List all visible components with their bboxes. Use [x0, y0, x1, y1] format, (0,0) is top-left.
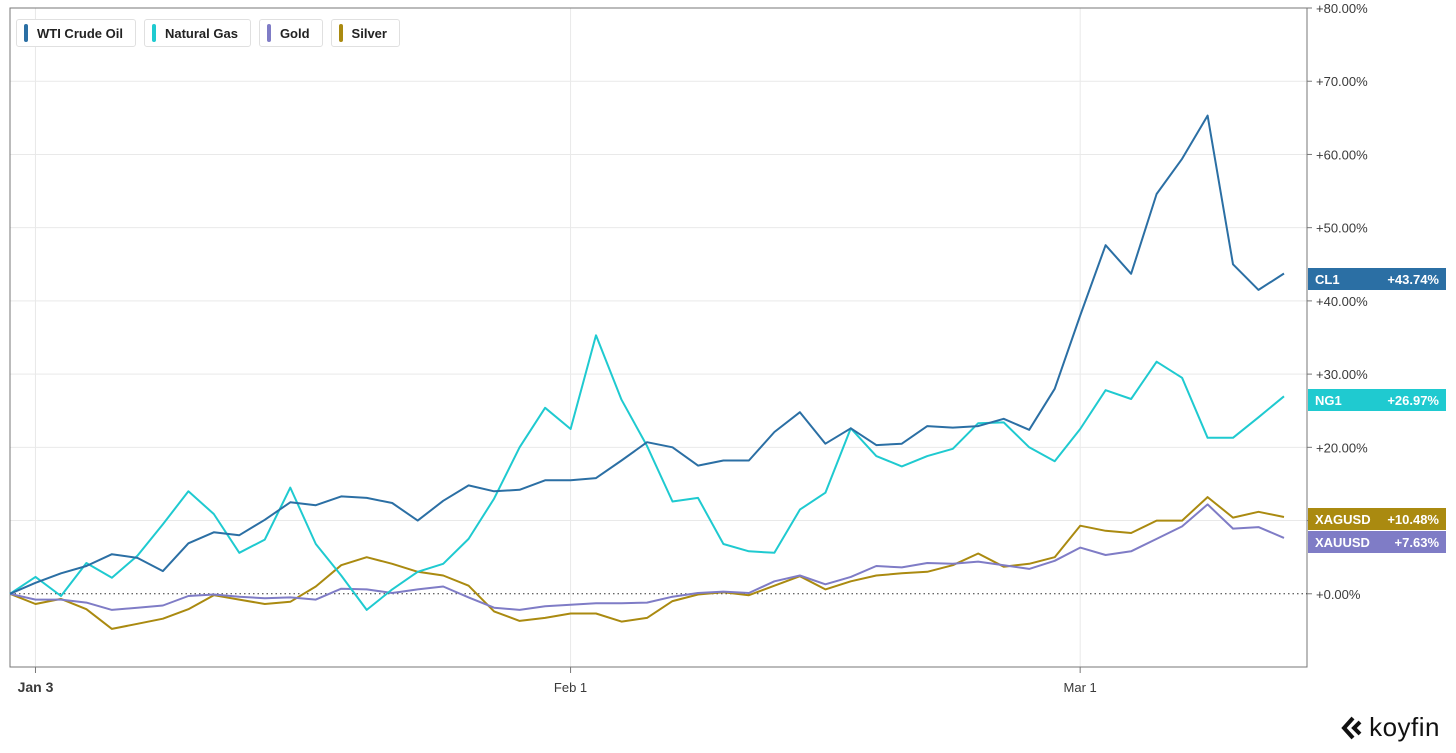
end-badge-cl1: CL1 +43.74% [1308, 268, 1446, 290]
legend: WTI Crude Oil Natural Gas Gold Silver [16, 19, 400, 47]
end-badge-value: +7.63% [1395, 535, 1440, 550]
end-badge-ticker: XAUUSD [1315, 535, 1370, 550]
y-tick-label: +20.00% [1316, 440, 1368, 455]
end-badge-bg [1308, 508, 1446, 530]
y-tick-label: +80.00% [1316, 1, 1368, 16]
legend-swatch [24, 24, 28, 42]
end-badge-ticker: NG1 [1315, 393, 1342, 408]
legend-item-silver[interactable]: Silver [330, 19, 400, 47]
y-tick-label: +50.00% [1316, 221, 1368, 236]
x-axis: Jan 3 Feb 1 Mar 1 [18, 667, 1097, 695]
legend-label: Gold [279, 25, 310, 41]
end-badge-ng1: NG1 +26.97% [1308, 389, 1446, 411]
legend-swatch [338, 24, 343, 42]
end-badge-value: +43.74% [1387, 272, 1439, 287]
y-tick-label: +60.00% [1316, 147, 1368, 162]
end-labels: CL1 +43.74% NG1 +26.97% XAUUSD +7.63% XAGUSD +1… [1308, 268, 1446, 553]
y-tick-label: +30.00% [1316, 367, 1368, 382]
series-group [9, 114, 1285, 630]
grid [10, 7, 1307, 667]
end-badge-value: +10.48% [1387, 512, 1439, 527]
end-badge-value: +26.97% [1387, 393, 1439, 408]
legend-item-natural-gas[interactable]: Natural Gas [143, 19, 251, 47]
x-tick-label: Feb 1 [554, 680, 587, 695]
legend-label: Natural Gas [164, 25, 238, 41]
brand-name: koyfin [1369, 712, 1440, 742]
koyfin-logo-icon [1341, 716, 1362, 739]
series-line-silver [9, 496, 1285, 630]
legend-swatch [266, 24, 271, 42]
legend-item-gold[interactable]: Gold [258, 19, 323, 47]
end-badge-ticker: CL1 [1315, 272, 1340, 287]
y-tick-label: +70.00% [1316, 74, 1368, 89]
end-badge-ticker: XAGUSD [1315, 512, 1371, 527]
legend-item-wti-crude-oil[interactable]: WTI Crude Oil [16, 19, 136, 47]
y-tick-label: +40.00% [1316, 294, 1368, 309]
legend-swatch [151, 24, 156, 42]
plot-frame [9, 7, 1308, 668]
end-badge-bg [1308, 268, 1446, 290]
series-line-natural-gas [9, 334, 1285, 611]
end-badge-xagusd: XAGUSD +10.48% [1308, 508, 1446, 530]
series-line-gold [9, 503, 1285, 611]
series-line-wti-crude-oil [9, 114, 1285, 595]
x-tick-label: Jan 3 [18, 679, 54, 695]
y-axis: +0.00% +20.00% +30.00% +40.00% +50.00% +60.00… [1307, 1, 1368, 602]
x-tick-label: Mar 1 [1064, 680, 1097, 695]
end-badge-bg [1308, 389, 1446, 411]
y-tick-label: +0.00% [1316, 587, 1361, 602]
end-badge-bg [1308, 531, 1446, 553]
end-badge-xauusd: XAUUSD +7.63% [1308, 531, 1446, 553]
legend-label: Silver [351, 25, 387, 41]
legend-label: WTI Crude Oil [37, 25, 123, 41]
brand-logo: koyfin [1341, 712, 1440, 743]
